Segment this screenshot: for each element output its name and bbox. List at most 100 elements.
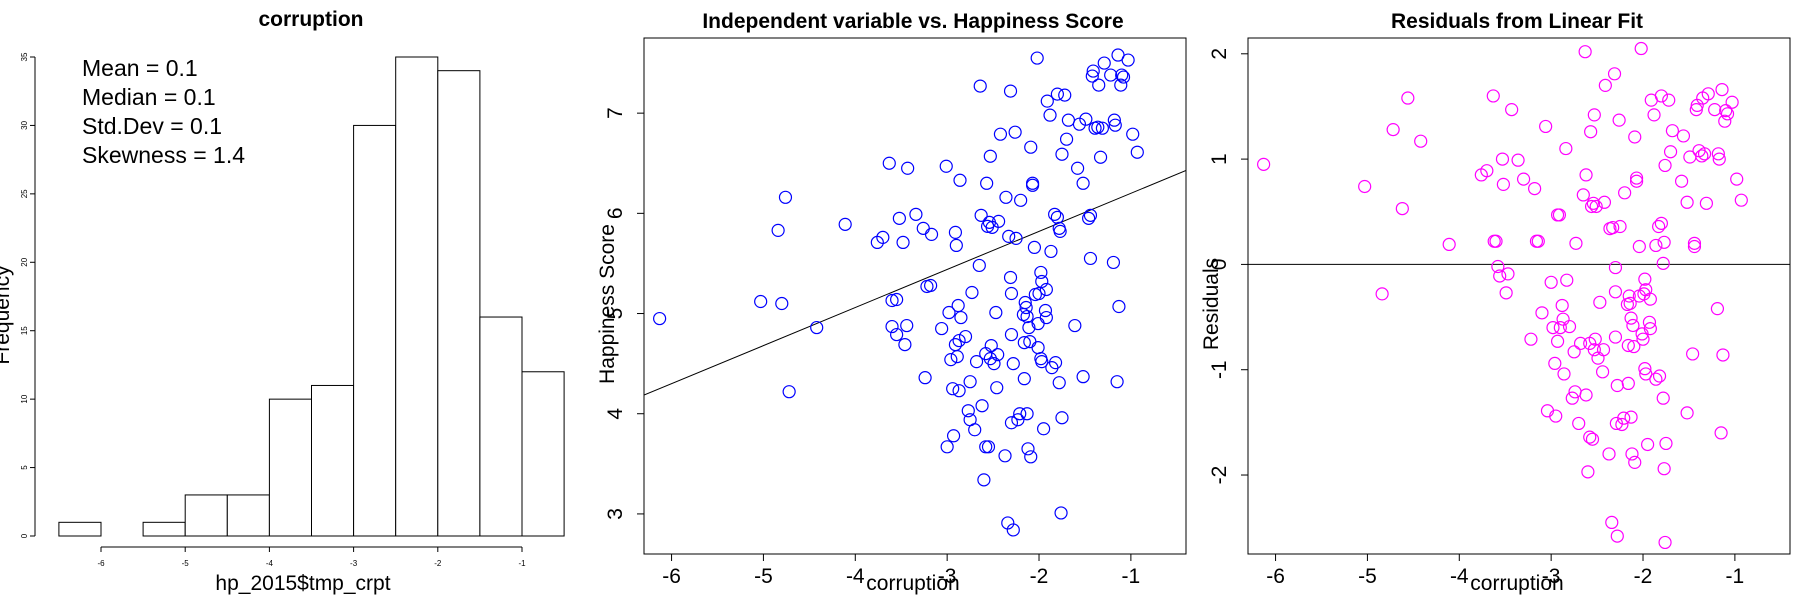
residuals-point xyxy=(1588,332,1602,346)
residuals-point xyxy=(1641,437,1655,452)
histogram-bar xyxy=(521,371,565,537)
residuals-point xyxy=(1553,320,1567,335)
residuals-y-tick-label: -1 xyxy=(1208,360,1231,379)
residuals-point xyxy=(1687,239,1702,254)
scatter-point xyxy=(1083,208,1098,222)
scatter-point xyxy=(1037,422,1051,436)
residuals-point xyxy=(1567,345,1581,359)
scatter-point xyxy=(974,208,988,222)
scatter-point xyxy=(980,176,994,190)
scatter-point xyxy=(948,225,963,239)
residuals-point xyxy=(1710,302,1725,316)
residuals-point xyxy=(1598,78,1612,92)
scatter-point xyxy=(1068,318,1082,333)
residuals-point xyxy=(1657,235,1671,249)
scatter-point xyxy=(999,190,1013,204)
scatter-point xyxy=(890,292,904,307)
residuals-point xyxy=(1629,174,1644,188)
residuals-point xyxy=(1540,404,1555,418)
residuals-x-label: corruption xyxy=(1470,572,1563,595)
scatter-point xyxy=(1021,442,1035,456)
scatter-point xyxy=(1112,299,1126,314)
residuals-point xyxy=(1624,410,1638,424)
residuals-point xyxy=(1579,388,1593,402)
scatter-point xyxy=(1039,282,1053,297)
scatter-point xyxy=(949,238,963,253)
scatter-x-tick-label: -2 xyxy=(1030,565,1049,588)
residuals-point xyxy=(1505,103,1519,117)
residuals-point xyxy=(1612,113,1626,127)
scatter-point xyxy=(1039,310,1053,325)
histogram-bar xyxy=(184,494,228,537)
residuals-point xyxy=(1636,332,1650,346)
residuals-point xyxy=(1584,125,1598,139)
residuals-point xyxy=(1734,193,1748,207)
scatter-point xyxy=(896,235,910,249)
residuals-point xyxy=(1569,236,1583,250)
scatter-point xyxy=(961,404,975,418)
scatter-point xyxy=(916,221,930,235)
histogram-x-tick-label: -3 xyxy=(350,559,358,568)
residuals-point xyxy=(1595,365,1610,379)
residuals-point xyxy=(1649,238,1663,253)
residuals-x-tick-label: -1 xyxy=(1726,565,1745,588)
scatter-point xyxy=(1121,53,1135,67)
residuals-point xyxy=(1587,108,1601,122)
residuals-plot-frame xyxy=(1247,37,1791,555)
residuals-point xyxy=(1552,208,1567,222)
residuals-point xyxy=(1687,236,1702,250)
scatter-point xyxy=(1008,125,1022,139)
residuals-point xyxy=(1649,372,1663,386)
residuals-point xyxy=(1480,164,1494,178)
histogram-bar xyxy=(479,316,523,537)
histogram-x-label: hp_2015$tmp_crpt xyxy=(215,572,390,595)
histogram-panel: corruption hp_2015$tmp_crpt Frequency 0 5… xyxy=(0,8,565,595)
histogram-y-tick-label: 30 xyxy=(20,120,29,129)
scatter-point xyxy=(1091,120,1105,134)
histogram-y-tick-label: 20 xyxy=(20,257,29,266)
residuals-point xyxy=(1559,141,1573,156)
residuals-point xyxy=(1491,259,1505,274)
residuals-point xyxy=(1697,147,1712,161)
scatter-point xyxy=(1058,88,1072,102)
residuals-title: Residuals from Linear Fit xyxy=(1391,10,1643,33)
scatter-y-tick-label: 6 xyxy=(604,207,627,219)
residuals-point xyxy=(1623,296,1637,310)
scatter-point xyxy=(1038,303,1053,318)
residuals-point xyxy=(1489,234,1503,248)
residuals-point xyxy=(1608,260,1623,275)
scatter-point xyxy=(1018,295,1032,310)
scatter-point xyxy=(991,348,1005,362)
residuals-point xyxy=(1531,234,1545,248)
residuals-point xyxy=(1401,91,1415,105)
scatter-point xyxy=(1082,211,1096,225)
scatter-point xyxy=(1104,68,1118,82)
residuals-point xyxy=(1720,107,1735,121)
residuals-point xyxy=(1656,391,1670,405)
scatter-point xyxy=(900,318,914,333)
scatter-point xyxy=(965,285,979,300)
residuals-point xyxy=(1680,195,1694,209)
residuals-point xyxy=(1725,95,1739,109)
scatter-point xyxy=(1092,78,1106,92)
scatter-point xyxy=(1024,140,1038,154)
scatter-y-tick-label: 4 xyxy=(604,408,627,420)
scatter-point xyxy=(977,473,991,487)
residuals-point xyxy=(1496,177,1510,191)
residuals-point xyxy=(1665,124,1680,138)
residuals-point xyxy=(1622,289,1636,303)
scatter-point xyxy=(1024,450,1038,464)
scatter-point xyxy=(989,305,1003,320)
scatter-point xyxy=(975,399,989,413)
residuals-point xyxy=(1613,219,1627,234)
scatter-point xyxy=(653,311,667,326)
scatter-point xyxy=(1053,224,1067,238)
residuals-point xyxy=(1606,220,1620,235)
histogram-x-tick-label: -1 xyxy=(518,559,526,568)
residuals-point xyxy=(1659,436,1673,451)
scatter-point xyxy=(1076,176,1090,190)
residuals-point xyxy=(1358,179,1372,194)
residuals-point xyxy=(1638,362,1652,376)
scatter-point xyxy=(898,337,912,352)
histogram-bar xyxy=(437,70,481,537)
